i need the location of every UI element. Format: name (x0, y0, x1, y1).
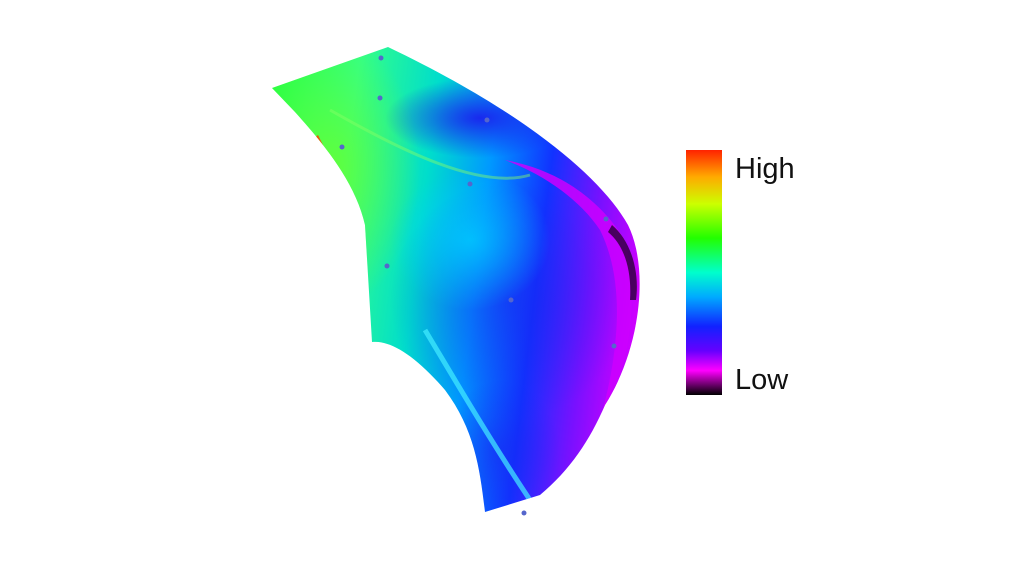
heatmap-shape (272, 47, 640, 512)
colorbar-low-label: Low (735, 364, 789, 396)
colorbar (686, 150, 722, 395)
surface-markers (339, 55, 617, 516)
heatmap-dark-edge (608, 225, 637, 300)
colorbar-high-label: High (735, 153, 795, 185)
